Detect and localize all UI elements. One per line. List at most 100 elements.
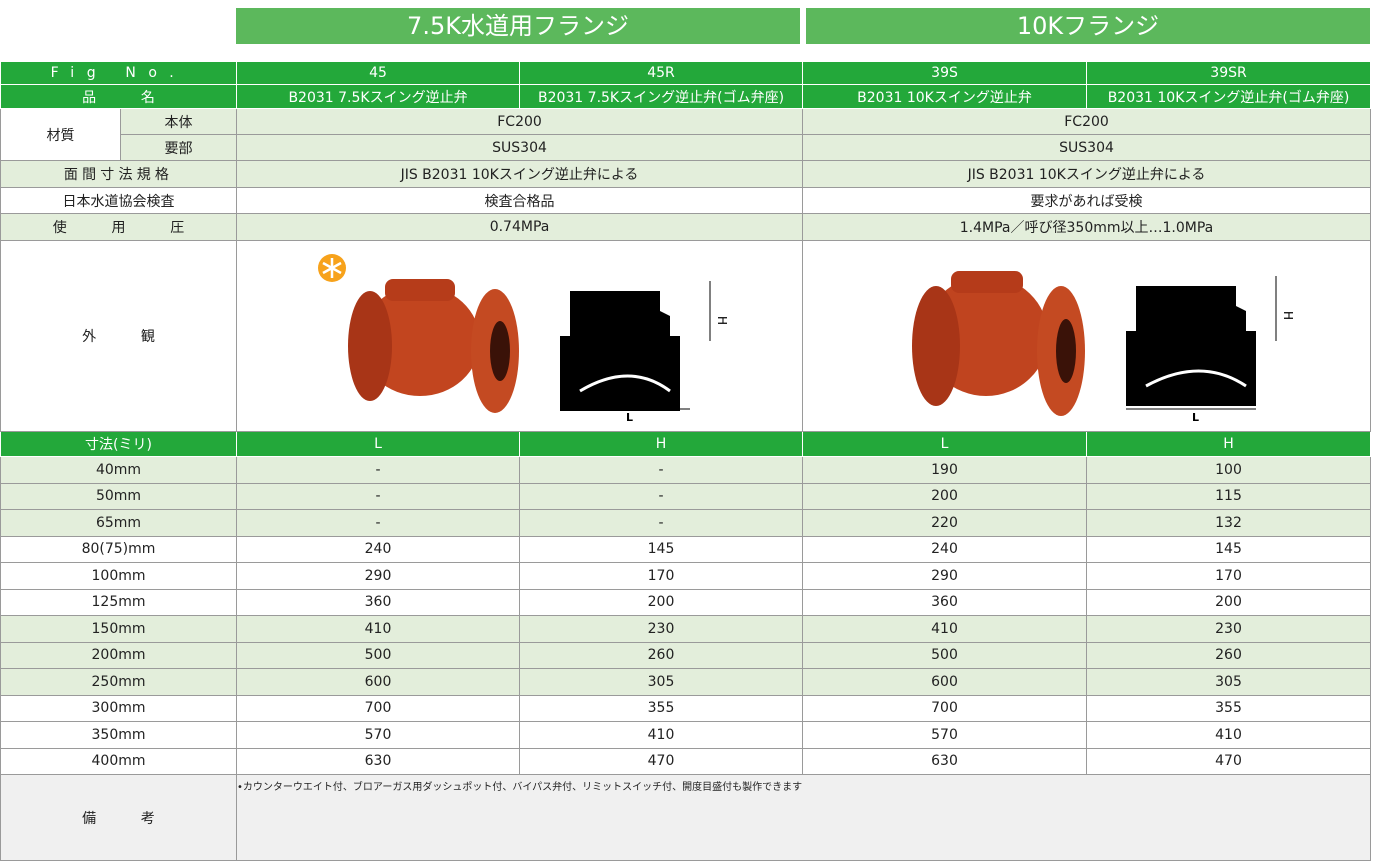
- cell: -: [519, 482, 804, 510]
- cell: 100mm: [0, 562, 238, 590]
- cell: 360: [236, 588, 521, 616]
- row: 寸法(ミリ) L H L H: [0, 431, 1372, 457]
- cell: 700: [802, 694, 1088, 722]
- product-image: H L: [911, 271, 1295, 424]
- diagram-label: L: [626, 411, 633, 424]
- cell: 360: [802, 588, 1088, 616]
- cell: 39SR: [1086, 61, 1372, 85]
- row: 要部 SUS304 SUS304: [0, 134, 1372, 161]
- row: 100mm 290 170 290 170: [0, 562, 1372, 590]
- cell: 700: [236, 694, 521, 722]
- cell: 40mm: [0, 456, 238, 484]
- cell: 240: [236, 535, 521, 563]
- cell: 要求があれば受検: [802, 187, 1372, 214]
- cell: 1.4MPa／呼び径350mm以上…1.0MPa: [802, 213, 1372, 241]
- row: 350mm 570 410 570 410: [0, 721, 1372, 749]
- cell: JIS B2031 10Kスイング逆止弁による: [236, 160, 804, 188]
- cell: 410: [802, 615, 1088, 643]
- product-image: H L: [317, 254, 729, 424]
- row: 使用圧 0.74MPa 1.4MPa／呼び径350mm以上…1.0MPa: [0, 213, 1372, 241]
- cell: 材質: [0, 108, 121, 161]
- cell: 170: [519, 562, 804, 590]
- row: 品名 B2031 7.5Kスイング逆止弁 B2031 7.5Kスイング逆止弁(ゴ…: [0, 84, 1372, 109]
- cell: 355: [519, 694, 804, 722]
- cell: 200: [1086, 588, 1372, 616]
- cell: 220: [802, 509, 1088, 537]
- row: 65mm - -220 132: [0, 509, 1372, 537]
- row: 材質 本体 FC200 FC200: [0, 108, 1372, 161]
- cell: 本体: [119, 108, 238, 135]
- cell: B2031 10Kスイング逆止弁(ゴム弁座): [1086, 84, 1372, 109]
- row: Fig No. 45 45R 39S 39SR: [0, 61, 1372, 85]
- cell: 面間寸法規格: [0, 160, 238, 188]
- valve-diagram: [1125, 276, 1277, 410]
- cell: 290: [236, 562, 521, 590]
- cell: 39S: [802, 61, 1088, 85]
- cell: 品名: [0, 84, 238, 109]
- valve-diagram: [559, 281, 711, 411]
- row: 250mm 600 305 600 305: [0, 668, 1372, 696]
- cell: 65mm: [0, 509, 238, 537]
- row: 300mm 700 355 700 355: [0, 694, 1372, 722]
- cell: 260: [1086, 641, 1372, 669]
- cell: -: [236, 482, 521, 510]
- row: 80(75)mm 240 145 240 145: [0, 535, 1372, 563]
- cell: 150mm: [0, 615, 238, 643]
- cell: SUS304: [802, 134, 1372, 161]
- cell: 240: [802, 535, 1088, 563]
- cell: 470: [1086, 747, 1372, 775]
- cell: 350mm: [0, 721, 238, 749]
- row: 150mm 410 230 410 230: [0, 615, 1372, 643]
- cell: SUS304: [236, 134, 804, 161]
- group-header: 10Kフランジ: [806, 8, 1370, 44]
- cell: L: [236, 431, 521, 457]
- row: 40mm - -190 100: [0, 456, 1372, 484]
- cell: 500: [802, 641, 1088, 669]
- cell: 500: [236, 641, 521, 669]
- cell: 230: [1086, 615, 1372, 643]
- row: 面間寸法規格 JIS B2031 10Kスイング逆止弁による JIS B2031…: [0, 160, 1372, 188]
- cell: 要部: [119, 134, 238, 161]
- cell: 145: [1086, 535, 1372, 563]
- cell: 200: [802, 482, 1088, 510]
- cell: 470: [519, 747, 804, 775]
- valve-photo: [911, 271, 1085, 416]
- cell: 備考: [0, 774, 238, 861]
- cell: 80(75)mm: [0, 535, 238, 563]
- cell: 200mm: [0, 641, 238, 669]
- cell: •カウンターウエイト付、ブロアーガス用ダッシュポット付、バイパス弁付、リミットス…: [236, 774, 1372, 861]
- diagram-label: L: [1192, 411, 1199, 424]
- cell: H: [519, 431, 804, 457]
- cell: 45R: [519, 61, 804, 85]
- cell: 600: [802, 668, 1088, 696]
- cell: 630: [802, 747, 1088, 775]
- cell: H L: [236, 240, 804, 432]
- cell: 100: [1086, 456, 1372, 484]
- cell: 50mm: [0, 482, 238, 510]
- cell: 630: [236, 747, 521, 775]
- badge-icon: [321, 258, 342, 278]
- row: 125mm 360 200 360 200: [0, 588, 1372, 616]
- cell: -: [236, 456, 521, 484]
- cell: -: [519, 456, 804, 484]
- cell: 45: [236, 61, 521, 85]
- row: 400mm 630 470 630 470: [0, 747, 1372, 775]
- cell: -: [236, 509, 521, 537]
- cell: JIS B2031 10Kスイング逆止弁による: [802, 160, 1372, 188]
- valve-photo: [347, 279, 519, 413]
- cell: 305: [519, 668, 804, 696]
- cell: 外観: [0, 240, 238, 432]
- cell: 570: [802, 721, 1088, 749]
- diagram-label: H: [715, 316, 729, 325]
- cell: 260: [519, 641, 804, 669]
- row: 50mm - -200 115: [0, 482, 1372, 510]
- cell: 検査合格品: [236, 187, 804, 214]
- cell: 日本水道協会検査: [0, 187, 238, 214]
- cell: 0.74MPa: [236, 213, 804, 241]
- row: 日本水道協会検査 検査合格品 要求があれば受検: [0, 187, 1372, 214]
- cell: FC200: [802, 108, 1372, 135]
- cell: 570: [236, 721, 521, 749]
- cell: B2031 10Kスイング逆止弁: [802, 84, 1088, 109]
